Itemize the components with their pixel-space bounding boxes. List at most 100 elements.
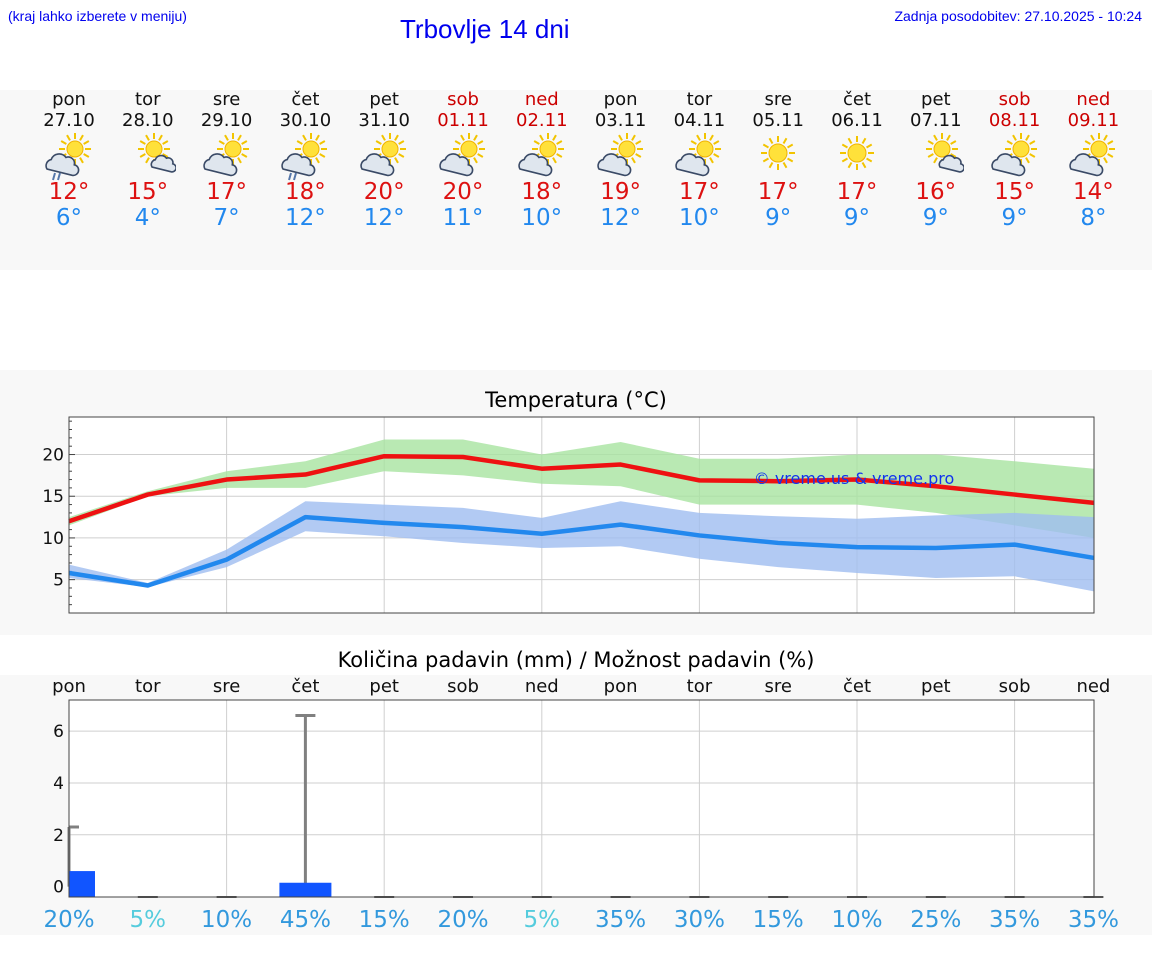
sun-cloud-icon: [675, 133, 722, 177]
sun-small-cloud-icon: [137, 133, 176, 173]
day-name: ned: [1076, 89, 1111, 110]
day-date: 30.10: [279, 110, 332, 131]
day-date: 08.11: [988, 110, 1041, 131]
day-date: 01.11: [437, 110, 489, 131]
day-column: ned 09.11 14° 8°: [1053, 89, 1133, 231]
day-date: 28.10: [122, 110, 174, 131]
x-category-label: pet: [369, 676, 399, 697]
sun-cloud-icon: [360, 133, 407, 177]
min-temperature: 11°: [442, 205, 484, 231]
min-temperature: 7°: [213, 205, 240, 231]
x-category-label: tor: [135, 676, 161, 697]
day-name: pet: [369, 89, 399, 110]
min-temperature: 10°: [679, 205, 720, 231]
y-tick-label: 20: [42, 446, 64, 466]
min-temperature: 12°: [285, 205, 326, 231]
day-name: pet: [921, 89, 951, 110]
max-temperature: 18°: [285, 179, 326, 205]
sun-cloud-icon: [518, 133, 564, 177]
y-tick-label: 0: [53, 878, 64, 898]
day-date: 09.11: [1067, 110, 1120, 131]
day-name: pon: [52, 89, 86, 110]
max-temperature: 17°: [679, 179, 720, 205]
y-tick-label: 6: [53, 722, 64, 742]
y-tick-label: 4: [53, 774, 64, 794]
day-date: 02.11: [516, 110, 568, 131]
max-temperature-range-band: [69, 439, 1094, 538]
precipitation-chance: 35%: [595, 907, 646, 933]
x-category-label: ned: [1076, 676, 1110, 697]
watermark: © vreme.us & vreme.pro: [754, 469, 955, 488]
x-category-label: sob: [999, 676, 1031, 697]
day-column: čet 30.10 18° 12°: [265, 89, 345, 231]
y-tick-label: 2: [53, 826, 64, 846]
max-temperature: 17°: [836, 179, 878, 205]
day-name: sre: [764, 89, 792, 110]
max-temperature: 14°: [1073, 179, 1114, 205]
day-date: 31.10: [358, 110, 410, 131]
day-date: 27.10: [43, 110, 95, 131]
max-temperature: 16°: [915, 179, 957, 205]
day-column: sob 08.11 15° 9°: [975, 89, 1055, 231]
sun-cloud-icon: [439, 133, 485, 177]
precipitation-chance: 25%: [910, 907, 961, 933]
precipitation-bar: [69, 871, 95, 897]
day-column: pet 07.11 16° 9°: [896, 89, 976, 231]
day-name: ned: [524, 89, 559, 110]
min-temperature: 8°: [1080, 205, 1107, 231]
plot-frame: [68, 699, 1095, 898]
max-temperature: 17°: [757, 179, 799, 205]
day-date: 29.10: [200, 110, 253, 131]
day-name: čet: [842, 89, 872, 110]
x-category-label: čet: [843, 676, 871, 697]
day-column: ned 02.11 18° 10°: [502, 89, 582, 231]
x-category-label: sob: [447, 676, 479, 697]
x-category-label: pon: [52, 676, 86, 697]
day-column: pet 31.10 20° 12°: [344, 89, 424, 231]
sun-icon: [840, 136, 874, 170]
page-title: Trbovlje 14 dni: [400, 14, 570, 44]
min-temperature: 12°: [600, 205, 641, 231]
min-temperature: 6°: [55, 205, 83, 231]
min-temperature: 10°: [521, 205, 563, 231]
day-date: 05.11: [752, 110, 804, 131]
precipitation-chance: 15%: [753, 907, 804, 933]
min-temperature: 9°: [843, 205, 871, 231]
plot-frame: [68, 416, 1095, 614]
x-category-label: sre: [213, 676, 240, 697]
day-name: sob: [998, 89, 1031, 110]
precipitation-chance: 45%: [280, 907, 331, 933]
precipitation-chart-title: Količina padavin (mm) / Možnost padavin …: [337, 648, 815, 672]
day-column: sre 05.11 17° 9°: [738, 89, 818, 231]
day-date: 03.11: [594, 110, 647, 131]
x-category-label: sre: [764, 676, 791, 697]
day-column: sre 29.10 17° 7°: [187, 89, 267, 231]
sun-cloud-icon: [990, 133, 1037, 177]
temperature-chart-title: Temperatura (°C): [485, 388, 667, 412]
day-date: 04.11: [673, 110, 726, 131]
day-column: tor 04.11 17° 10°: [659, 89, 739, 231]
x-category-label: čet: [291, 676, 319, 697]
precipitation-bar: [279, 882, 332, 897]
precipitation-chance: 5%: [130, 907, 167, 933]
day-name: tor: [135, 89, 161, 110]
sun-cloud-icon: [202, 133, 249, 177]
day-column: tor 28.10 15° 4°: [108, 89, 188, 231]
max-temperature: 20°: [442, 179, 484, 205]
min-temperature-line: [68, 514, 1095, 588]
max-temperature: 15°: [127, 179, 169, 205]
max-temperature: 20°: [363, 179, 405, 205]
day-name: tor: [686, 89, 713, 110]
location-hint[interactable]: (kraj lahko izberete v meniju): [8, 8, 187, 24]
precipitation-chance: 15%: [359, 907, 410, 933]
min-temperature: 9°: [765, 205, 792, 231]
last-updated: Zadnja posodobitev: 27.10.2025 - 10:24: [894, 8, 1142, 24]
x-category-label: ned: [525, 676, 559, 697]
day-name: pon: [603, 89, 638, 110]
precipitation-chance: 35%: [1068, 907, 1119, 933]
x-category-label: pet: [921, 676, 951, 697]
day-column: čet 06.11 17° 9°: [817, 89, 897, 231]
sun-cloud-icon: [596, 133, 643, 177]
min-temperature: 9°: [922, 205, 949, 231]
